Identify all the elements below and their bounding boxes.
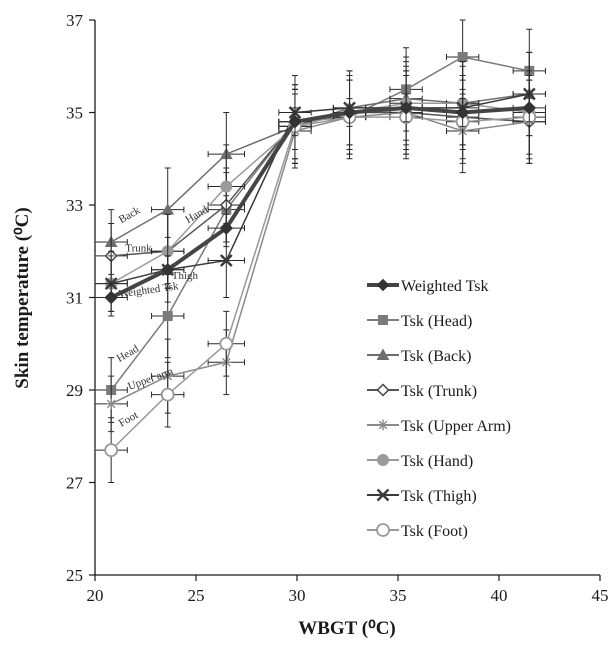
series-line: [110, 105, 530, 300]
y-tick-label: 37: [66, 11, 84, 30]
legend-item: Weighted Tsk: [367, 278, 489, 295]
data-point: [342, 105, 357, 120]
legend-item: Tsk (Back): [367, 348, 471, 365]
legend: Weighted Tsk Tsk (Head) Tsk (Back) Tsk (Tru…: [367, 278, 511, 540]
data-point: [105, 398, 117, 410]
x-tick-label: 30: [289, 586, 306, 605]
data-point: [399, 101, 413, 115]
data-point: [288, 115, 302, 129]
data-point: [457, 52, 468, 62]
x-tick-label: 45: [592, 586, 609, 605]
legend-marker: [376, 348, 390, 360]
data-point: [161, 263, 175, 277]
y-axis-title: Skin temperature (⁰C): [12, 207, 33, 388]
series-annotation: Foot: [117, 409, 140, 429]
legend-marker: [376, 488, 390, 502]
series-line: [110, 102, 530, 285]
y-tick-label: 35: [66, 104, 83, 123]
y-tick-label: 29: [66, 381, 83, 400]
series-layer: [94, 19, 546, 483]
data-point: [219, 221, 234, 235]
legend-item: Tsk (Thigh): [367, 488, 477, 505]
data-point: [162, 311, 173, 321]
series-tsk-foot: [94, 75, 546, 483]
series-weighted-tsk: [94, 93, 546, 312]
series-annotation: Head: [115, 343, 142, 365]
data-point: [219, 254, 233, 267]
x-axis-title: WBGT (⁰C): [298, 618, 396, 639]
series-annotation: Back: [117, 204, 143, 226]
legend-label: Weighted Tsk: [401, 278, 489, 295]
series-tsk-head: [94, 19, 546, 423]
data-point: [220, 180, 233, 193]
y-tick-label: 31: [66, 289, 83, 308]
series-line: [110, 111, 530, 405]
legend-label: Tsk (Hand): [401, 453, 473, 470]
data-point: [160, 387, 175, 402]
legend-item: Tsk (Foot): [367, 523, 468, 540]
legend-label: Tsk (Foot): [401, 523, 468, 540]
error-bar: [151, 361, 185, 428]
legend-label: Tsk (Trunk): [401, 383, 477, 400]
legend-label: Tsk (Head): [401, 313, 472, 330]
legend-marker: [376, 383, 390, 397]
legend-label: Tsk (Upper Arm): [401, 418, 511, 435]
legend-item: Tsk (Head): [367, 313, 472, 330]
legend-label: Tsk (Back): [401, 348, 471, 365]
series-tsk-back: [94, 51, 546, 275]
series-annotation: Thigh: [172, 270, 199, 282]
x-tick-label: 20: [87, 586, 104, 605]
x-tick-label: 35: [390, 586, 407, 605]
legend-item: Tsk (Upper Arm): [367, 418, 511, 435]
legend-label: Tsk (Thigh): [401, 488, 477, 505]
x-tick-label: 40: [491, 586, 508, 605]
y-tick-label: 33: [66, 196, 83, 215]
y-tick-label: 27: [66, 474, 84, 493]
data-point: [104, 290, 118, 305]
legend-marker: [378, 315, 388, 325]
legend-marker: [376, 278, 390, 292]
data-point: [455, 105, 470, 120]
legend-item: Tsk (Trunk): [367, 383, 477, 400]
legend-marker: [377, 454, 389, 466]
y-tick-label: 25: [66, 566, 83, 585]
data-point: [219, 336, 234, 351]
data-point: [104, 443, 119, 458]
series-line: [111, 93, 530, 285]
legend-marker: [376, 523, 390, 537]
data-point: [522, 101, 537, 115]
legend-marker: [377, 419, 389, 431]
series-annotation: Hand: [183, 204, 210, 227]
series-annotation: Trunk: [125, 242, 152, 254]
legend-item: Tsk (Hand): [367, 453, 473, 470]
x-tick-label: 25: [188, 586, 205, 605]
series-line: [110, 116, 530, 451]
